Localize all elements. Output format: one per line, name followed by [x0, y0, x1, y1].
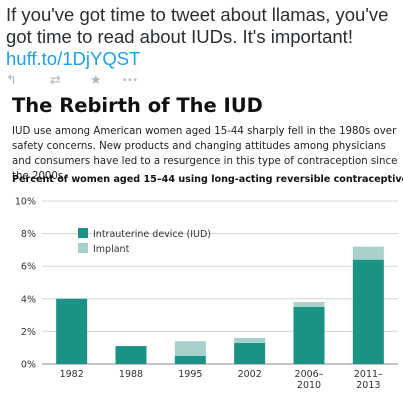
- y-tick-label: 0%: [21, 360, 36, 371]
- x-tick-label: 2002: [238, 369, 262, 380]
- tweet-link[interactable]: huff.to/1DjYQST: [6, 48, 141, 69]
- bar: [174, 341, 206, 356]
- bar: [293, 306, 325, 364]
- legend-swatch: [78, 243, 88, 253]
- legend-label: Intrauterine device (IUD): [93, 229, 211, 240]
- bar: [234, 337, 266, 343]
- favorite-icon[interactable]: ★: [90, 73, 102, 88]
- bar: [234, 342, 266, 364]
- bar: [115, 346, 147, 364]
- x-tick-label: 1988: [119, 369, 143, 380]
- x-tick-label: 1995: [178, 369, 202, 380]
- bar: [352, 259, 384, 364]
- x-tick-label: 2010: [297, 380, 321, 391]
- y-tick-label: 6%: [21, 262, 36, 273]
- x-tick-label: 1982: [60, 369, 84, 380]
- more-icon[interactable]: •••: [122, 76, 138, 86]
- x-tick-label: 2013: [356, 380, 380, 391]
- bar: [352, 246, 384, 260]
- article-headline: The Rebirth of The IUD: [12, 94, 263, 117]
- reply-icon[interactable]: ↰: [6, 73, 17, 88]
- y-tick-label: 10%: [15, 197, 36, 208]
- legend-label: Implant: [93, 244, 130, 255]
- x-tick-label: 2006–: [295, 369, 324, 380]
- x-tick-label: 2011–: [354, 369, 383, 380]
- bar: [56, 298, 88, 364]
- bar: [293, 302, 325, 307]
- chart-title: Percent of women aged 15–44 using long-a…: [12, 174, 403, 185]
- tweet-body: If you've got time to tweet about llamas…: [6, 4, 389, 47]
- y-tick-label: 2%: [21, 327, 36, 338]
- y-tick-label: 4%: [21, 294, 36, 305]
- bar-chart: 0% 2% 4% 6% 8% 10% 1982 1988 1995 2002 2006–2010 20…: [15, 197, 398, 391]
- y-tick-label: 8%: [21, 229, 36, 240]
- article-intro: IUD use among American women aged 15-44 …: [12, 126, 398, 182]
- legend-swatch: [78, 228, 88, 238]
- retweet-icon[interactable]: ⇄: [50, 73, 61, 88]
- bar: [174, 355, 206, 364]
- tweet-text: If you've got time to tweet about llamas…: [6, 4, 400, 70]
